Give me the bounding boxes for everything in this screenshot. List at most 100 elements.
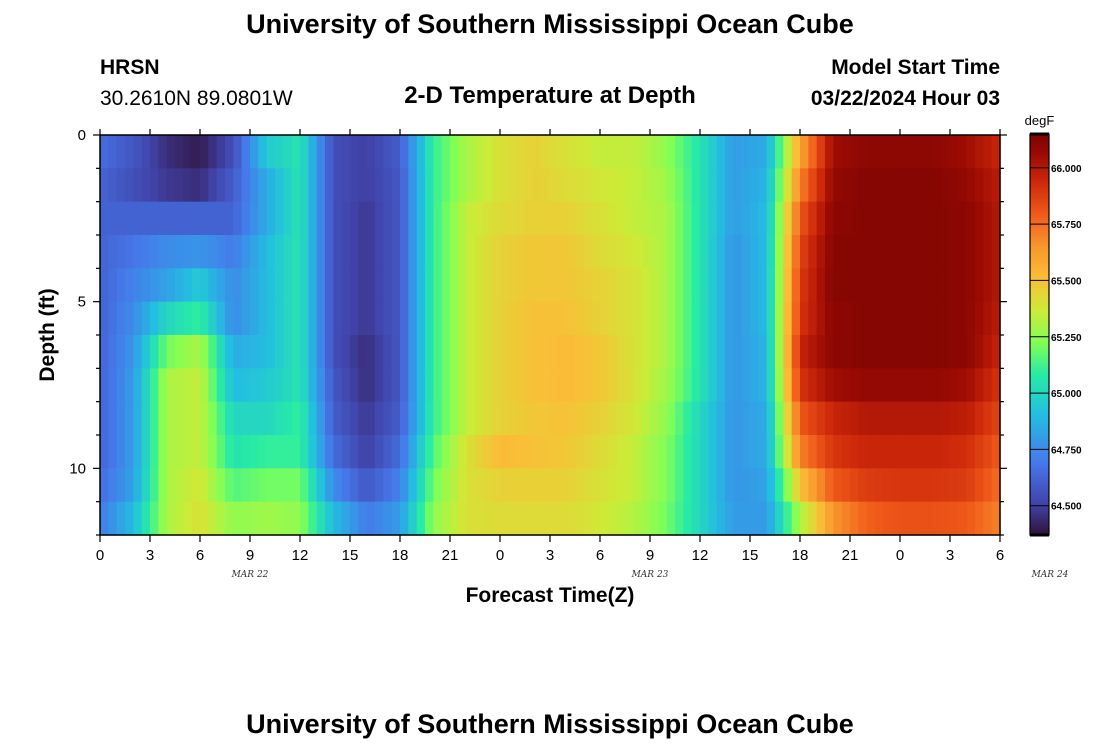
heatmap-cell [950, 501, 959, 536]
heatmap-cell [358, 335, 368, 369]
heatmap-cell [958, 235, 968, 269]
heatmap-cell [333, 335, 343, 369]
x-tick-label: 12 [292, 547, 309, 564]
heatmap-cell [758, 368, 768, 403]
heatmap-cell [208, 301, 218, 336]
colorbar-tick-label: 64.750 [1051, 445, 1082, 456]
heatmap-cell [141, 468, 151, 503]
heatmap-cell [783, 401, 793, 436]
heatmap-cell [666, 368, 676, 403]
x-tick-label: 0 [496, 547, 504, 564]
station-coordinates: 30.2610N 89.0801W [100, 87, 293, 110]
heatmap-cell [141, 268, 151, 303]
heatmap-cell [775, 235, 784, 269]
heatmap-cell [291, 201, 301, 236]
heatmap-cell [100, 435, 109, 469]
heatmap-cell [258, 335, 268, 369]
heatmap-cell [541, 168, 551, 203]
heatmap-cell [175, 468, 184, 503]
heatmap-cell [858, 468, 868, 503]
heatmap-cell [358, 168, 368, 203]
heatmap-cell [916, 268, 926, 303]
heatmap-cell [591, 268, 601, 303]
heatmap-cell [875, 135, 884, 169]
heatmap-cell [258, 368, 268, 403]
heatmap-cell [400, 168, 409, 203]
heatmap-cell [750, 468, 759, 503]
heatmap-cell [525, 235, 534, 269]
heatmap-cell [941, 501, 951, 536]
heatmap-cell [491, 235, 501, 269]
heatmap-cell [958, 501, 968, 536]
heatmap-cell [791, 168, 801, 203]
heatmap-cell [650, 501, 659, 536]
heatmap-cell [291, 135, 301, 169]
heatmap-cell [858, 201, 868, 236]
heatmap-cell [941, 435, 951, 469]
heatmap-cell [875, 235, 884, 269]
heatmap-cell [775, 268, 784, 303]
heatmap-cell [283, 168, 293, 203]
heatmap-cell [575, 268, 584, 303]
heatmap-cell [141, 335, 151, 369]
heatmap-cell [200, 168, 209, 203]
heatmap-cell [475, 268, 484, 303]
heatmap-cell [750, 235, 759, 269]
heatmap-cell [150, 501, 159, 536]
heatmap-cell [716, 468, 726, 503]
heatmap-cell [941, 268, 951, 303]
heatmap-cell [558, 135, 568, 169]
heatmap-cell [966, 401, 976, 436]
heatmap-cell [516, 135, 526, 169]
heatmap-cell [225, 135, 234, 169]
heatmap-cell [108, 135, 118, 169]
heatmap-cell [308, 135, 318, 169]
heatmap-cell [333, 401, 343, 436]
heatmap-cell [316, 501, 326, 536]
heatmap-cell [433, 401, 443, 436]
heatmap-cell [550, 201, 559, 236]
heatmap-cell [275, 401, 284, 436]
heatmap-cell [325, 401, 334, 436]
heatmap-cell [683, 501, 693, 536]
heatmap-cell [641, 435, 651, 469]
heatmap-cell [575, 168, 584, 203]
heatmap-cell [133, 435, 143, 469]
footer-title: University of Southern Mississippi Ocean… [246, 709, 854, 739]
heatmap-cell [891, 435, 901, 469]
colorbar-tick-label: 66.000 [1051, 164, 1082, 175]
heatmap-cell [383, 468, 393, 503]
heatmap-cell [591, 168, 601, 203]
heatmap-cell [225, 235, 234, 269]
heatmap-cell [191, 401, 201, 436]
heatmap-cell [958, 401, 968, 436]
heatmap-cell [383, 301, 393, 336]
heatmap-cell [891, 168, 901, 203]
heatmap-cell [158, 401, 168, 436]
heatmap-cell [425, 401, 434, 436]
heatmap-cell [741, 135, 751, 169]
heatmap-cell [208, 168, 218, 203]
heatmap-cell [225, 401, 234, 436]
heatmap-cell [433, 301, 443, 336]
heatmap-cell [633, 268, 643, 303]
heatmap-cell [816, 401, 826, 436]
heatmap-cell [291, 368, 301, 403]
heatmap-cell [591, 335, 601, 369]
heatmap-cell [883, 168, 893, 203]
heatmap-cell [283, 468, 293, 503]
heatmap-cell [516, 168, 526, 203]
heatmap-cell [858, 235, 868, 269]
heatmap-cell [458, 235, 468, 269]
heatmap-cell [150, 201, 159, 236]
chart-title: 2-D Temperature at Depth [404, 82, 696, 109]
heatmap-cell [800, 501, 809, 536]
heatmap-cell [691, 301, 701, 336]
heatmap-cell [725, 401, 734, 436]
heatmap-cell [558, 501, 568, 536]
heatmap-cell [966, 335, 976, 369]
heatmap-cell [466, 501, 476, 536]
heatmap-cell [141, 301, 151, 336]
heatmap-cell [816, 435, 826, 469]
heatmap-cell [333, 501, 343, 536]
